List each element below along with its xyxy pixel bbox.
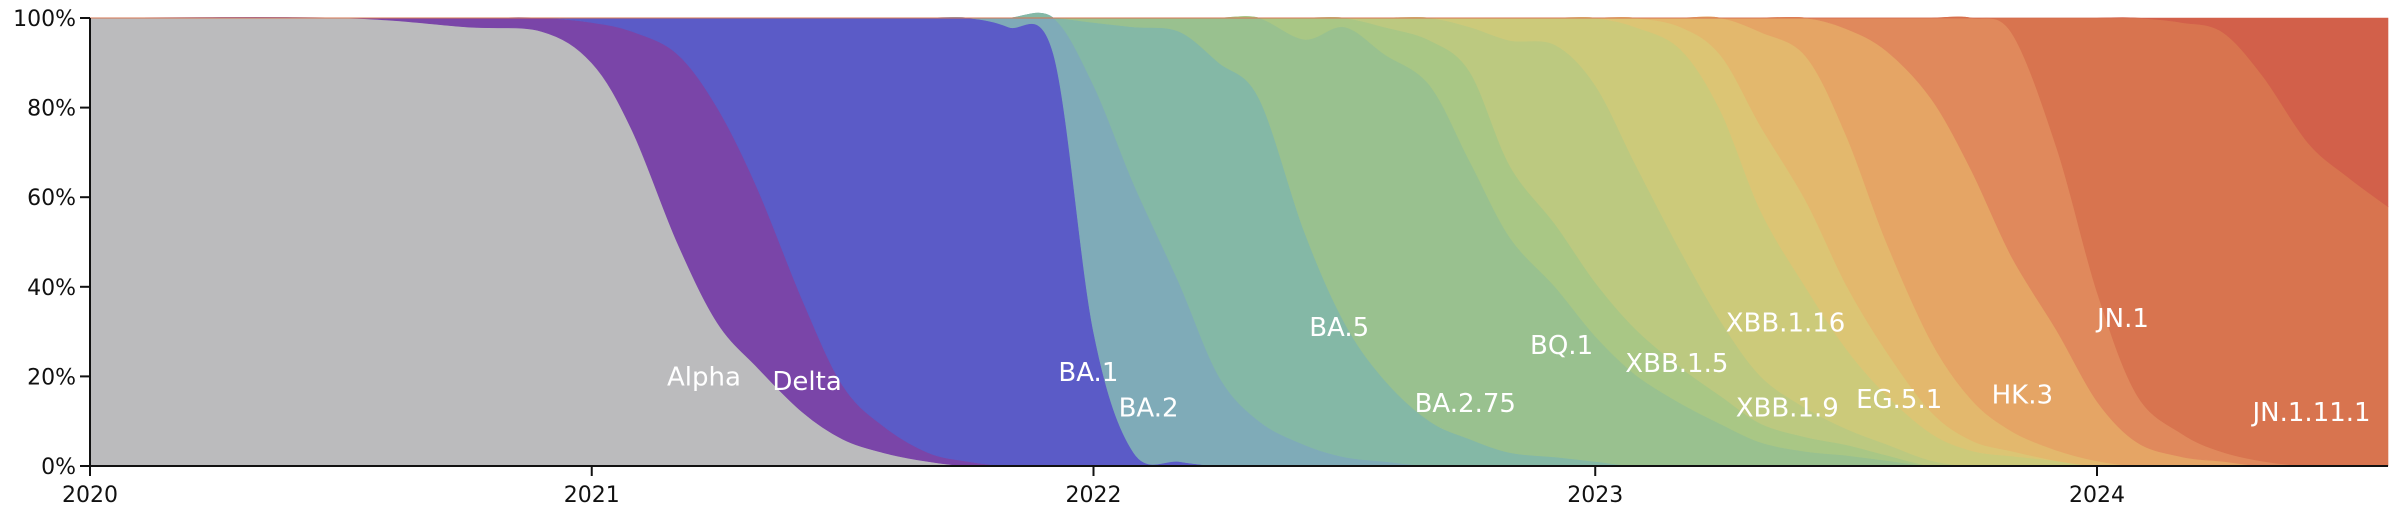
x-tick-label: 2020 <box>62 483 118 508</box>
series-label-xbb-1-5: XBB.1.5 <box>1625 349 1728 379</box>
x-tick-label: 2024 <box>2069 483 2125 508</box>
y-tick-label: 100% <box>13 7 76 32</box>
x-tick-label: 2021 <box>564 483 620 508</box>
y-axis-ticks: 0% 20% 40% 60% 80% 100% <box>13 7 90 480</box>
series-label-delta: Delta <box>772 367 841 397</box>
series-label-ba-2-75: BA.2.75 <box>1415 389 1516 419</box>
series-label-jn-1-11-1: JN.1.11.1 <box>2251 398 2371 428</box>
series-labels: Alpha Delta BA.1BA.2 BA.5 BA.2.75 BQ.1 XBB.1.5… <box>667 304 2371 428</box>
series-label-ba-1: BA.1 <box>1058 358 1118 388</box>
area-series-jn-1-11-1 <box>90 17 2389 208</box>
x-tick-label: 2023 <box>1567 483 1623 508</box>
area-layers <box>89 12 2389 468</box>
y-tick-label: 0% <box>41 455 76 480</box>
series-label-alpha: Alpha <box>667 362 741 392</box>
y-tick-label: 40% <box>27 276 76 301</box>
y-tick-label: 60% <box>27 186 76 211</box>
series-label-ba-5: BA.5 <box>1309 313 1369 343</box>
series-label-jn-1: JN.1 <box>2095 304 2149 334</box>
series-label-bq-1: BQ.1 <box>1530 331 1593 361</box>
series-label-hk-3: HK.3 <box>1992 380 2053 410</box>
x-tick-label: 2022 <box>1065 483 1121 508</box>
series-label-eg-5-1: EG.5.1 <box>1856 385 1942 415</box>
series-label-xbb-1-16: XBB.1.16 <box>1726 309 1846 339</box>
y-tick-label: 80% <box>27 97 76 122</box>
series-label-ba-2: BA.2 <box>1119 394 1179 424</box>
x-axis-ticks: 2020 2021 2022 2023 2024 <box>62 466 2125 508</box>
y-tick-label: 20% <box>27 365 76 390</box>
series-label-xbb-1-9: XBB.1.9 <box>1736 394 1839 424</box>
axes: 0% 20% 40% 60% 80% 100% 2020 2021 2022 2023 2024 <box>13 7 2388 508</box>
